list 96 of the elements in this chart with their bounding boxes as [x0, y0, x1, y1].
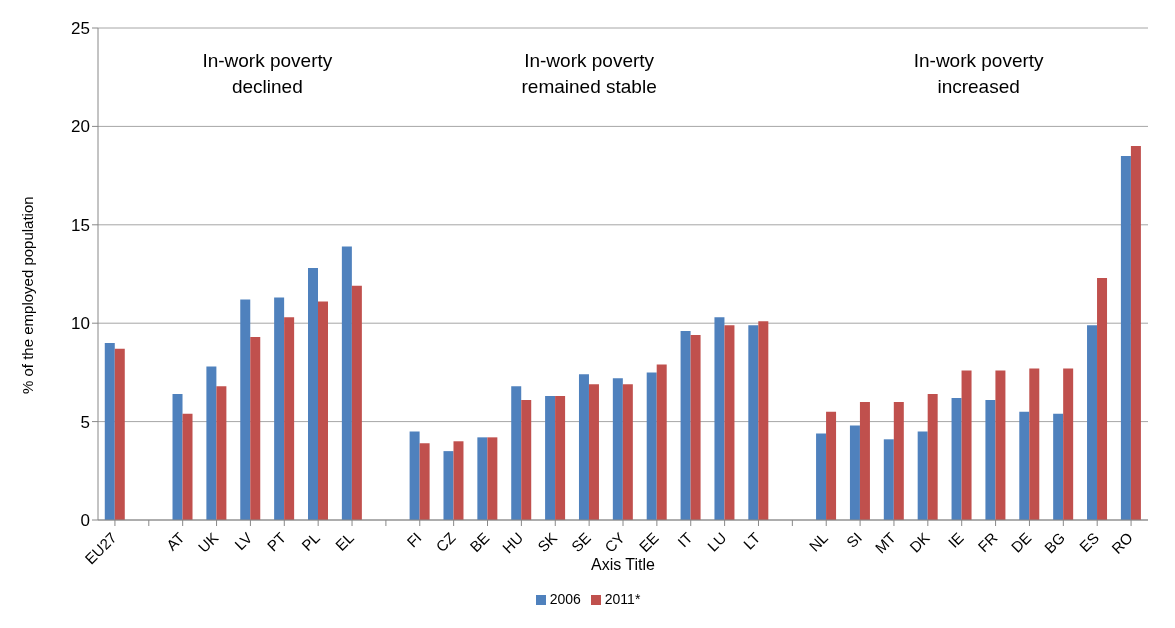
bar: [409, 431, 420, 520]
x-tick-label: BE: [466, 528, 493, 556]
bar: [216, 386, 227, 520]
bar: [104, 342, 115, 520]
x-tick-label: ES: [1075, 528, 1103, 556]
bar: [961, 370, 972, 520]
x-axis-title: Axis Title: [590, 556, 656, 573]
bar: [578, 374, 589, 520]
y-tick-label: 5: [80, 412, 90, 432]
x-tick-label: EE: [635, 528, 662, 556]
bar: [274, 297, 285, 520]
bar: [646, 372, 657, 520]
bar: [443, 451, 454, 520]
bar: [622, 384, 633, 520]
bar: [1097, 277, 1108, 520]
bar: [859, 401, 870, 520]
x-tick-label: DE: [1007, 528, 1035, 556]
y-tick-label: 20: [71, 117, 90, 137]
bar: [453, 441, 464, 520]
x-tick-label: IE: [944, 528, 967, 551]
bar: [555, 396, 566, 520]
x-tick-label: CY: [601, 528, 628, 556]
bar: [849, 425, 860, 520]
x-tick-label: RO: [1108, 528, 1136, 557]
x-tick-label: IT: [674, 528, 696, 551]
bar: [656, 364, 667, 520]
x-tick-label: MT: [871, 528, 899, 557]
bar: [172, 394, 183, 520]
bar: [758, 321, 769, 520]
x-tick-label: LV: [231, 528, 256, 554]
bar: [521, 399, 532, 520]
x-tick-label: FI: [403, 528, 425, 551]
annotation: In-work poverty declined: [201, 49, 334, 100]
y-tick-label: 15: [71, 215, 90, 235]
bar: [477, 437, 488, 520]
bar: [893, 401, 904, 520]
bar: [690, 335, 701, 520]
bar: [985, 399, 996, 520]
bar: [612, 378, 623, 520]
bar: [240, 299, 251, 520]
bar: [250, 336, 261, 520]
bar: [351, 285, 362, 520]
annotation: In-work poverty remained stable: [520, 49, 658, 100]
bar: [1130, 146, 1141, 520]
bar: [995, 370, 1006, 520]
x-tick-label: NL: [805, 528, 832, 555]
bar: [545, 396, 556, 520]
bar: [341, 246, 352, 520]
bar: [1053, 413, 1064, 520]
bar: [1120, 155, 1131, 520]
x-tick-label: SE: [567, 528, 595, 556]
x-tick-label: SK: [534, 528, 561, 556]
bar: [826, 411, 837, 520]
x-tick-label: LU: [703, 528, 730, 555]
y-tick-label: 10: [71, 314, 90, 334]
bar: [487, 437, 498, 520]
bar: [917, 431, 928, 520]
y-tick-label: 0: [80, 511, 90, 531]
x-tick-label: EL: [331, 528, 357, 554]
bar: [1087, 325, 1098, 520]
bar: [308, 268, 318, 520]
bar: [318, 301, 328, 520]
x-tick-label: HU: [498, 528, 527, 557]
x-tick-label: CZ: [432, 528, 459, 556]
bar: [714, 317, 725, 520]
legend-label: 2011*: [604, 591, 641, 607]
y-tick-label: 25: [71, 19, 90, 39]
bar: [951, 397, 962, 520]
legend-label: 2006: [549, 591, 581, 607]
x-tick-label: FR: [974, 528, 1001, 556]
x-tick-label: LT: [739, 528, 764, 553]
bar: [1063, 368, 1074, 520]
x-tick-label: BG: [1040, 528, 1069, 557]
y-axis-title: % of the employed population: [19, 196, 37, 394]
x-tick-label: SI: [842, 528, 866, 551]
bar: [1029, 368, 1040, 520]
bar: [724, 325, 735, 520]
bar: [927, 394, 938, 520]
bar: [511, 386, 522, 520]
bar: [114, 348, 125, 520]
bar: [1019, 411, 1030, 520]
bar: [588, 384, 599, 520]
bar: [680, 331, 691, 520]
bar: [883, 439, 894, 520]
bar: [182, 413, 193, 520]
x-tick-label: DK: [906, 528, 933, 556]
bar: [816, 433, 827, 520]
x-tick-label: PT: [263, 528, 290, 555]
bar: [284, 317, 295, 520]
bar: [206, 366, 217, 520]
x-tick-label: AT: [162, 528, 188, 554]
bar: [419, 443, 430, 520]
annotation: In-work poverty increased: [912, 49, 1045, 100]
x-tick-label: PL: [298, 528, 324, 554]
x-tick-label: UK: [194, 528, 222, 556]
bar: [748, 325, 759, 520]
